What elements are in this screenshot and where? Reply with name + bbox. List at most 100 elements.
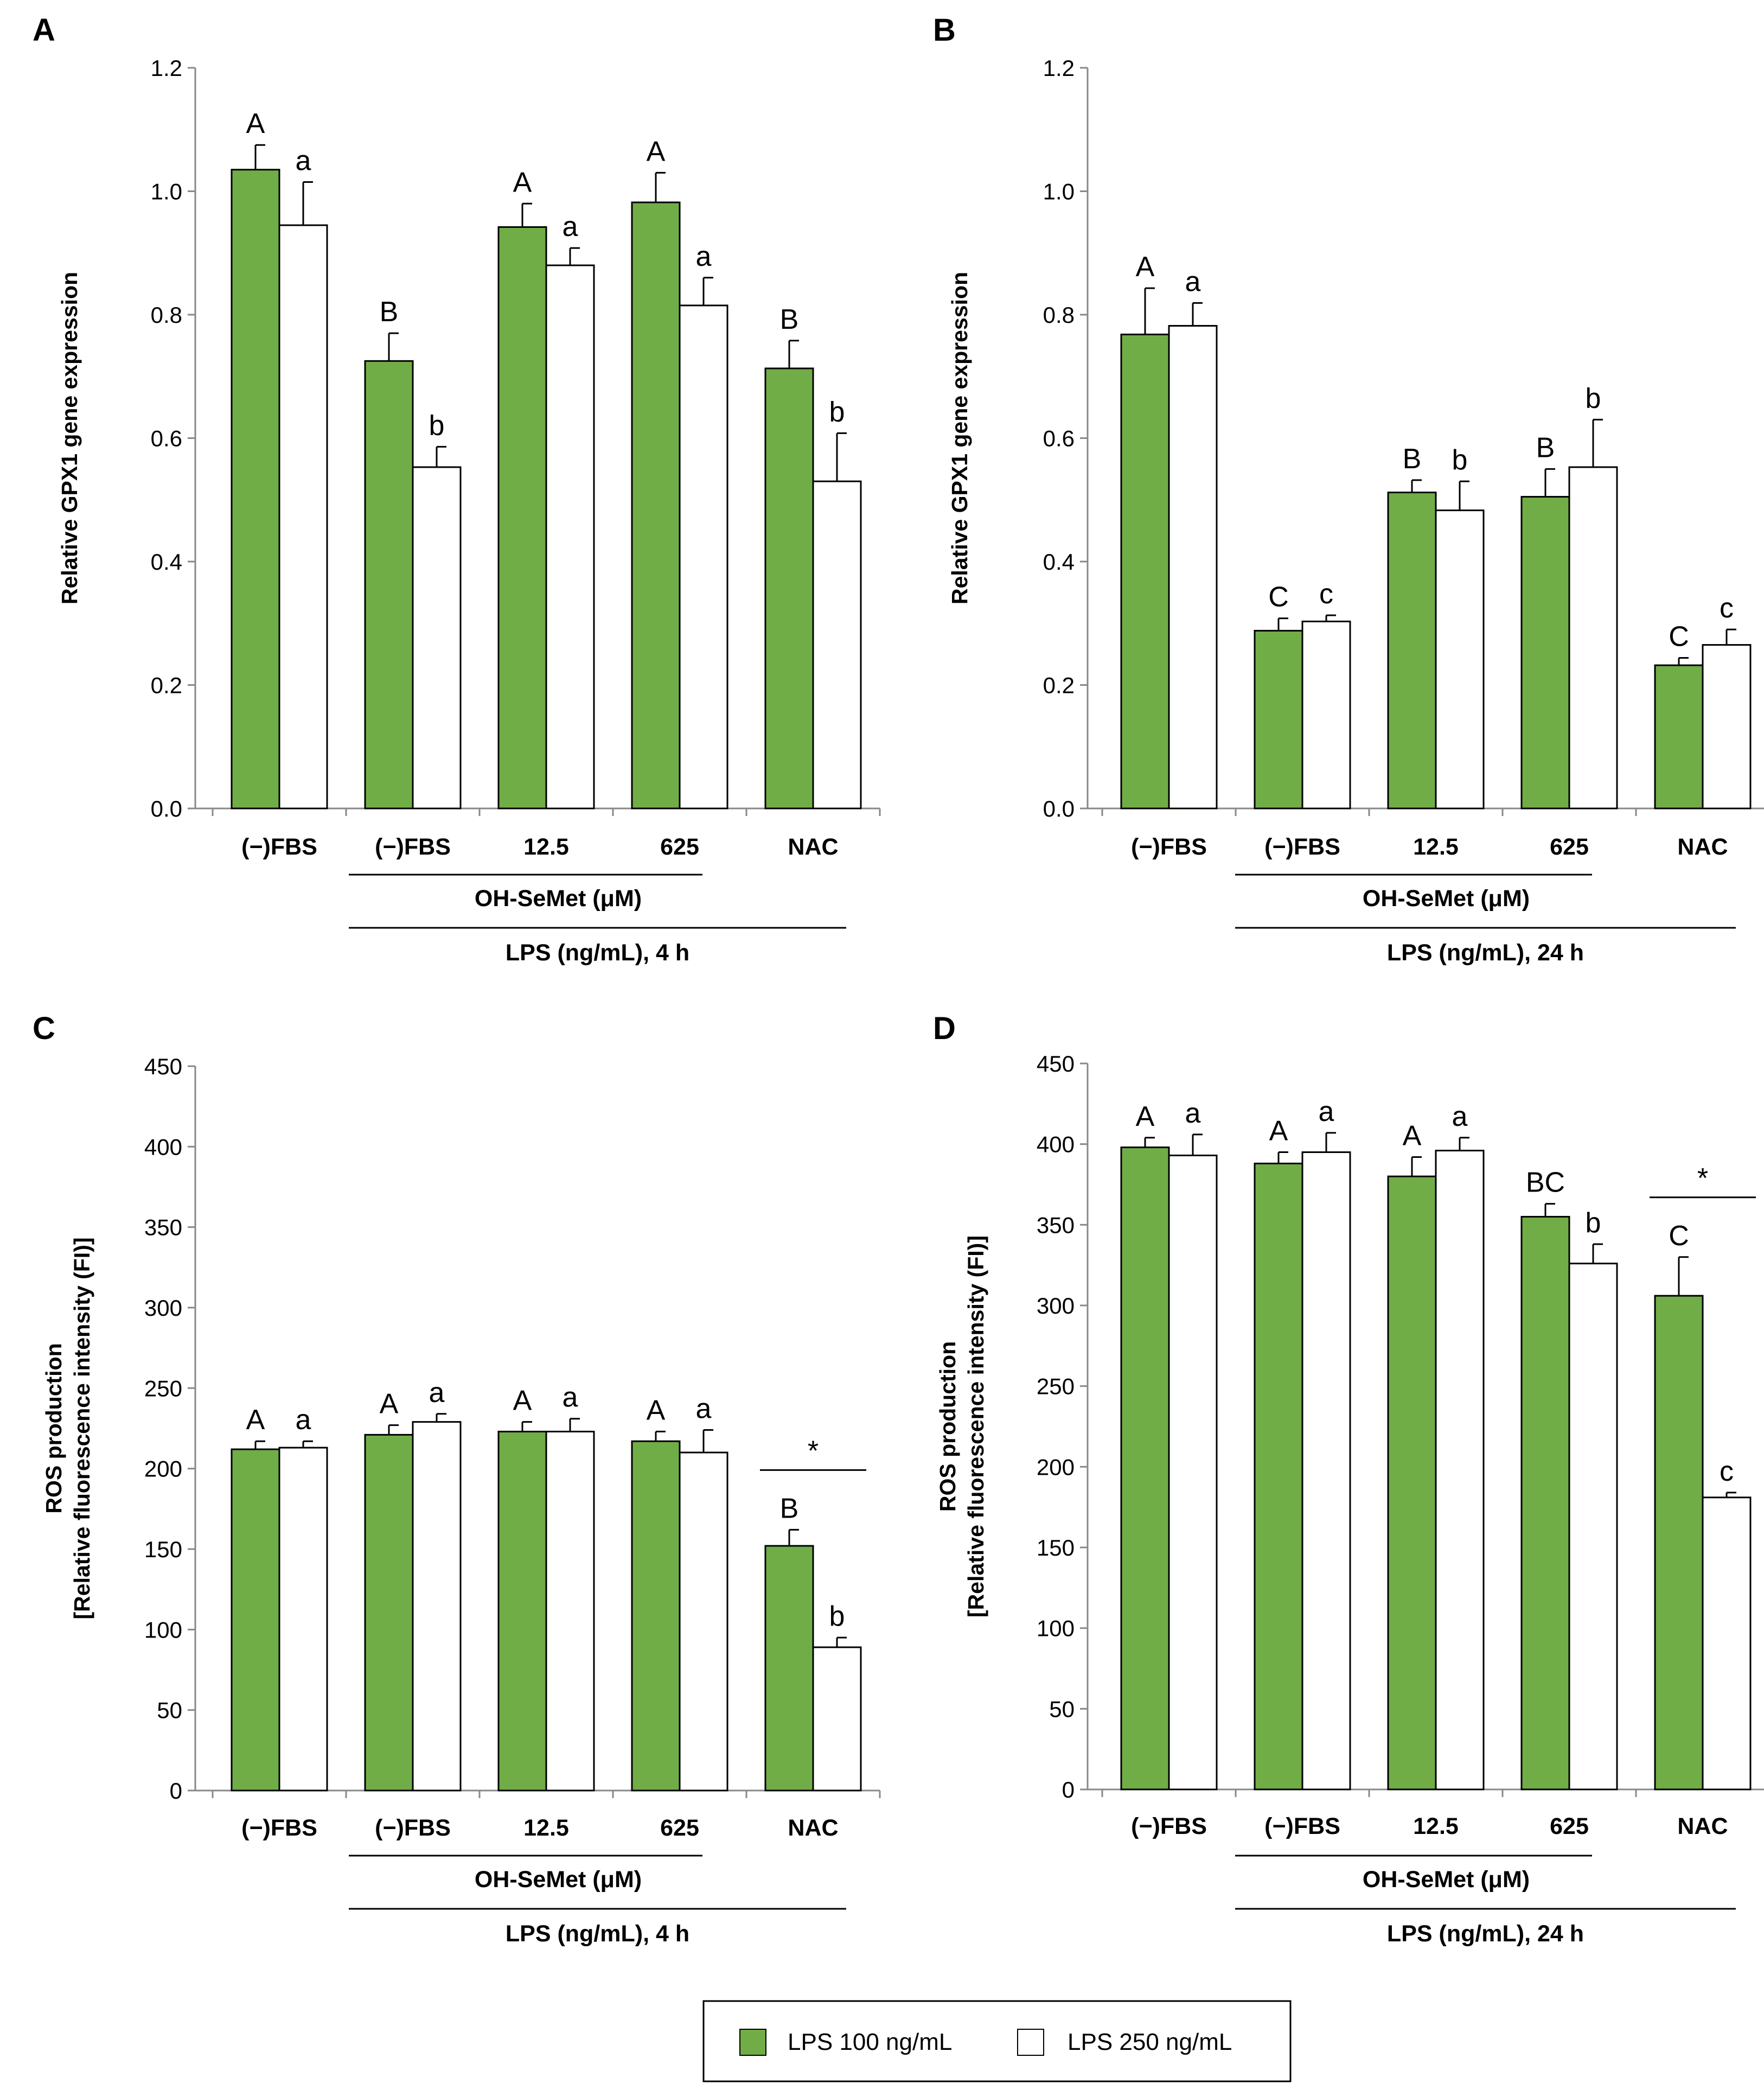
- x-category-label: NAC: [788, 834, 838, 860]
- significance-letter: C: [1669, 621, 1689, 652]
- group-label-oh-semet: OH-SeMet (μM): [475, 1866, 642, 1893]
- x-category-label: (−)FBS: [375, 834, 451, 860]
- significance-letter: a: [563, 211, 578, 243]
- significance-letter: c: [1319, 578, 1333, 610]
- significance-letter: b: [829, 1601, 845, 1632]
- bar: [1254, 1162, 1303, 1791]
- bar: [1168, 324, 1218, 810]
- y-tick-label: 400: [1037, 1132, 1075, 1157]
- bar: [1435, 509, 1485, 810]
- y-tick-label: 0.4: [1043, 549, 1075, 575]
- x-category-label: (−)FBS: [241, 834, 317, 860]
- significance-letter: a: [696, 1393, 712, 1424]
- panel-label: B: [933, 12, 956, 48]
- bar: [231, 1448, 280, 1792]
- bar: [631, 201, 681, 810]
- significance-star: *: [1697, 1163, 1708, 1194]
- bar: [1654, 1295, 1704, 1791]
- significance-letter: A: [513, 167, 532, 198]
- significance-letter: C: [1669, 1220, 1689, 1252]
- bar: [497, 1430, 547, 1792]
- y-tick-label: 450: [1037, 1051, 1075, 1076]
- panel-label: A: [33, 12, 55, 48]
- significance-letter: a: [296, 145, 311, 176]
- bar: [812, 1646, 862, 1792]
- significance-letter: b: [1586, 383, 1601, 414]
- significance-letter: B: [380, 296, 399, 328]
- bar: [1120, 1146, 1170, 1791]
- significance-letter: B: [1536, 432, 1555, 463]
- significance-letter: a: [696, 241, 712, 272]
- group-label-lps: LPS (ng/mL), 4 h: [506, 1921, 689, 1947]
- y-tick-label: 100: [1037, 1616, 1075, 1641]
- group-label-oh-semet: OH-SeMet (μM): [1363, 885, 1530, 912]
- significance-letter: a: [1319, 1096, 1334, 1127]
- bar: [1520, 1215, 1570, 1791]
- y-tick-label: 0.8: [1043, 302, 1075, 328]
- bar: [412, 1421, 462, 1792]
- bar: [278, 1447, 328, 1792]
- significance-letter: A: [1136, 1101, 1155, 1132]
- x-category-label: 12.5: [1413, 1813, 1459, 1839]
- significance-letter: a: [429, 1377, 445, 1409]
- group-label-lps: LPS (ng/mL), 4 h: [506, 940, 689, 966]
- panel-A: A 0.0 0.2 0.4 0.6 0.8 1.0 1.2 Relative GPX1 gene…: [33, 12, 881, 966]
- bar: [364, 1434, 414, 1792]
- x-category-label: 12.5: [1413, 834, 1459, 860]
- significance-letter: a: [1185, 1098, 1201, 1129]
- y-axis-title: Relative GPX1 gene expression: [57, 272, 82, 604]
- y-tick-label: 450: [144, 1054, 182, 1079]
- bar: [1702, 644, 1752, 810]
- significance-letter: A: [1403, 1120, 1422, 1151]
- bar: [1120, 333, 1170, 810]
- significance-letter: A: [647, 136, 666, 167]
- y-tick-label: 50: [1049, 1696, 1075, 1722]
- bar: [1168, 1154, 1218, 1791]
- bar: [1654, 664, 1704, 810]
- significance-letter: b: [1452, 444, 1468, 476]
- y-tick-label: 1.2: [151, 55, 182, 81]
- x-category-label: (−)FBS: [1131, 834, 1207, 860]
- bar: [545, 264, 595, 810]
- significance-letter: A: [1269, 1116, 1288, 1147]
- x-category-label: 12.5: [523, 1815, 569, 1841]
- y-tick-label: 250: [144, 1375, 182, 1401]
- bar: [764, 1545, 814, 1792]
- y-tick-label: 0.0: [151, 796, 182, 821]
- y-tick-label: 0: [170, 1778, 182, 1804]
- legend-box: [702, 2000, 1292, 2082]
- significance-letter: BC: [1526, 1167, 1565, 1199]
- significance-letter: A: [380, 1388, 399, 1420]
- x-category-label: (−)FBS: [1264, 1813, 1340, 1839]
- y-tick-label: 350: [1037, 1212, 1075, 1238]
- significance-letter: a: [1185, 266, 1201, 297]
- bar: [497, 226, 547, 810]
- significance-letter: A: [1136, 251, 1155, 283]
- y-axis-title: Relative GPX1 gene expression: [947, 272, 972, 604]
- y-tick-label: 350: [144, 1215, 182, 1240]
- bar: [812, 480, 862, 810]
- y-tick-label: 50: [157, 1698, 182, 1723]
- x-category-label: 625: [660, 834, 699, 860]
- bar: [1387, 1175, 1437, 1791]
- significance-star: *: [808, 1435, 819, 1467]
- y-tick-label: 150: [1037, 1535, 1075, 1560]
- bar: [1520, 496, 1570, 810]
- significance-letter: b: [829, 396, 845, 428]
- y-tick-label: 300: [144, 1295, 182, 1321]
- significance-letter: B: [1403, 443, 1422, 475]
- significance-letter: b: [429, 410, 445, 441]
- x-category-label: (−)FBS: [375, 1815, 451, 1841]
- y-axis-title-2: [Relative fluorescence intensity (FI)]: [963, 1235, 988, 1617]
- significance-letter: C: [1268, 582, 1289, 613]
- bar: [1702, 1496, 1752, 1791]
- group-label-oh-semet: OH-SeMet (μM): [1363, 1866, 1530, 1893]
- y-tick-label: 0.4: [151, 549, 182, 575]
- group-label-lps: LPS (ng/mL), 24 h: [1387, 1921, 1584, 1947]
- bar: [679, 304, 728, 810]
- significance-letter: a: [1452, 1101, 1468, 1132]
- x-category-label: 625: [1550, 1813, 1589, 1839]
- y-tick-label: 0.0: [1043, 796, 1075, 821]
- bar: [1254, 629, 1303, 810]
